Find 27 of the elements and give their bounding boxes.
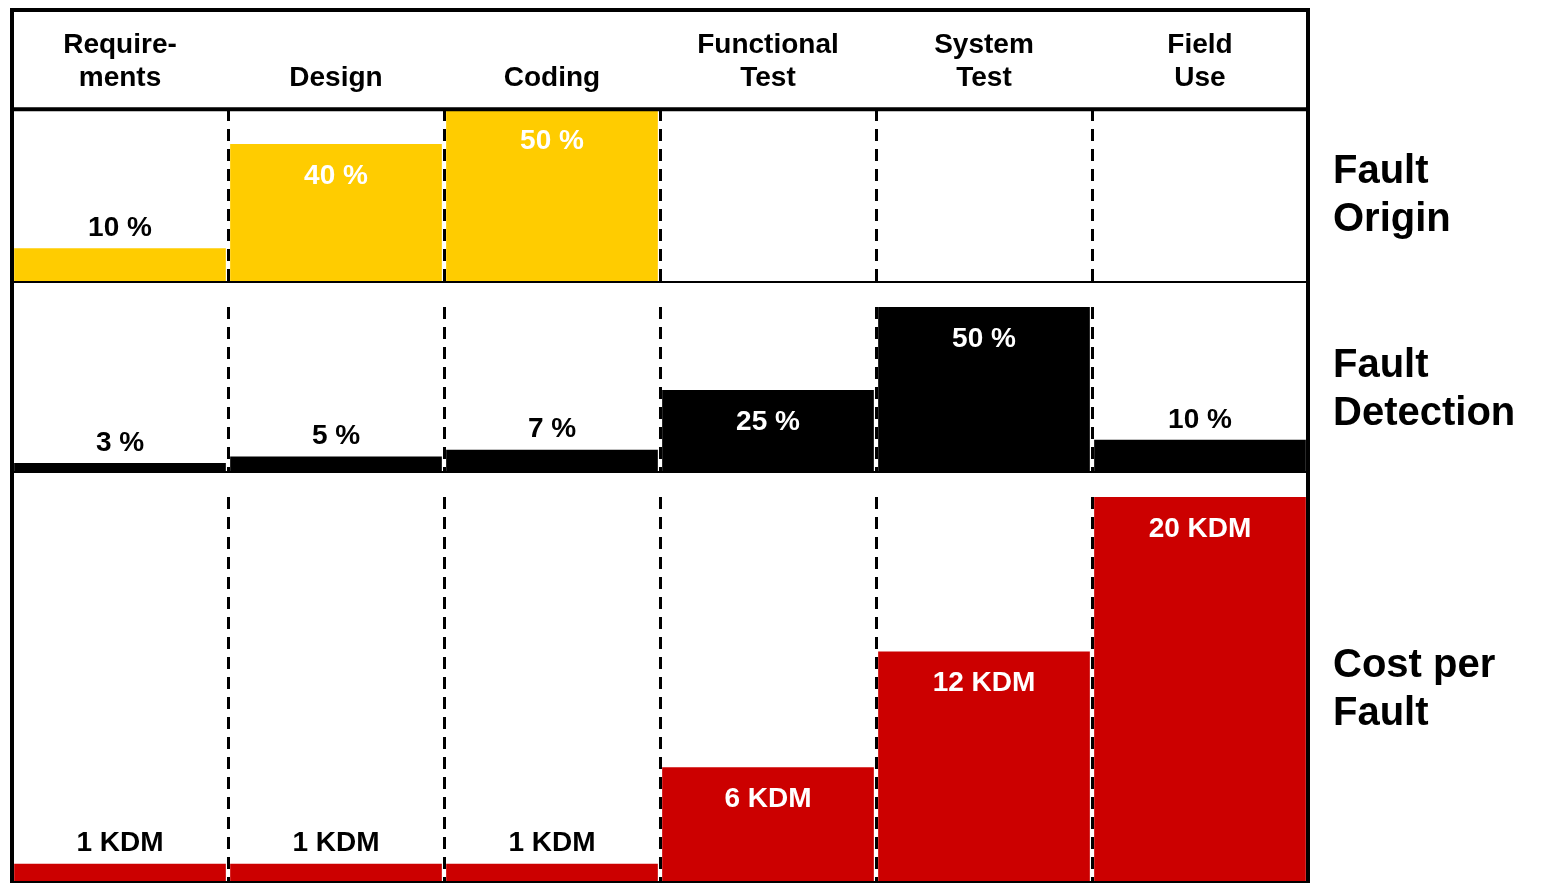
data-label: 1 KDM — [76, 826, 164, 858]
data-label: 7 % — [527, 412, 577, 444]
data-label: 50 % — [952, 321, 1017, 353]
data-label: 40 % — [304, 158, 369, 190]
x-tick-label: Coding — [503, 61, 601, 93]
data-label: 5 % — [311, 419, 361, 451]
data-label: 50 % — [520, 123, 585, 155]
bar — [1094, 497, 1306, 883]
data-label: 1 KDM — [508, 826, 596, 858]
x-tick-label: Field Use — [1167, 27, 1233, 93]
data-label: 1 KDM — [292, 826, 380, 858]
data-label: 10 % — [88, 210, 153, 242]
data-label: 25 % — [736, 404, 801, 436]
x-tick-label: Functional Test — [697, 27, 839, 93]
data-label: 10 % — [1168, 402, 1233, 434]
bar — [878, 651, 1090, 883]
x-tick-label: System Test — [934, 27, 1034, 93]
bar — [662, 767, 874, 883]
x-tick-label: Design — [289, 61, 383, 93]
series-label: Cost per Fault — [1333, 641, 1496, 734]
x-tick-label: Require-ments — [63, 27, 177, 93]
data-label: 3 % — [95, 425, 145, 457]
text: Fault Origin — [1333, 147, 1451, 240]
data-label: 20 KDM — [1148, 511, 1252, 543]
series-label: Fault Detection — [1333, 341, 1516, 434]
data-label: 12 KDM — [932, 666, 1036, 698]
data-label: 6 KDM — [724, 781, 812, 813]
